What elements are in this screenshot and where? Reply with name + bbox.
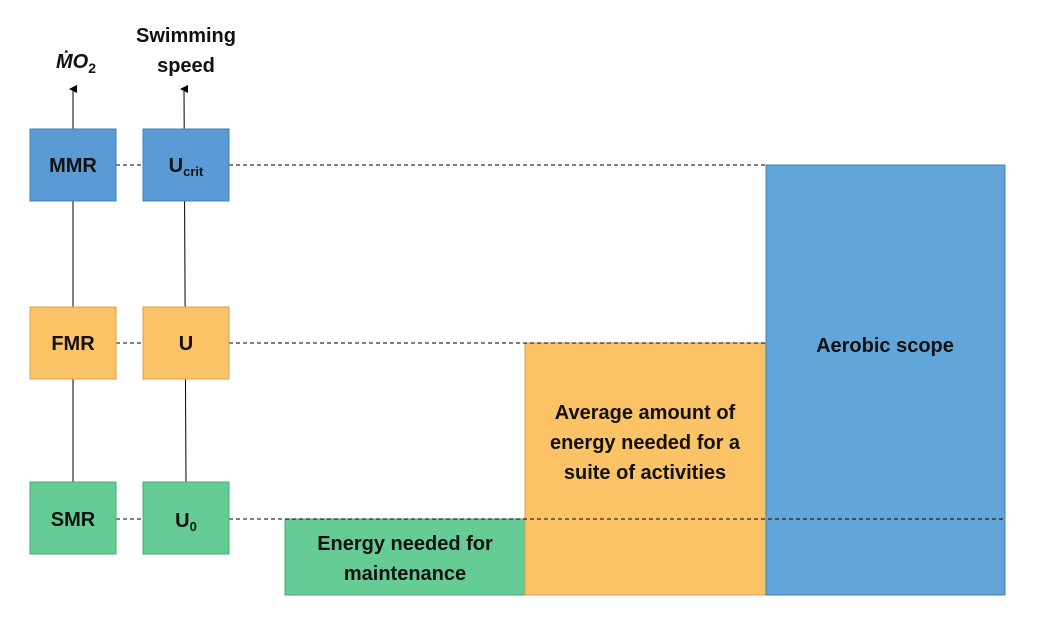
- u0-label-subscript: 0: [190, 519, 197, 534]
- mo2-axis-label-main: ṀO: [56, 50, 89, 73]
- u0-label: U0: [175, 510, 197, 534]
- maintenance-block: [284, 518, 526, 596]
- u0-label-main: U: [175, 510, 189, 532]
- activities-text-line3: suite of activities: [564, 462, 726, 484]
- smr-box: [29, 481, 117, 555]
- smr-label: SMR: [51, 509, 96, 531]
- aerobic-scope-block: [765, 164, 1006, 596]
- aerobic-scope-text: Aerobic scope: [816, 335, 954, 357]
- u-box: [142, 306, 230, 380]
- ucrit-label: Ucrit: [169, 155, 204, 179]
- ucrit-label-subscript: crit: [183, 164, 204, 179]
- mo2-axis-label-subscript: 2: [88, 60, 96, 76]
- ucrit-label-main: U: [169, 155, 183, 177]
- activities-text-line1: Average amount of: [555, 402, 736, 424]
- maintenance-text-line1: Energy needed for: [317, 533, 493, 555]
- fmr-label: FMR: [51, 333, 95, 355]
- fmr-box: [29, 306, 117, 380]
- mmr-box: [29, 128, 117, 202]
- mmr-label: MMR: [49, 155, 97, 177]
- u-label: U: [179, 333, 193, 355]
- speed-axis-label-line2: speed: [157, 55, 215, 77]
- speed-axis-label-line1: Swimming: [136, 25, 236, 47]
- ucrit-box: [142, 128, 230, 202]
- mo2-axis-label: ṀO2: [56, 50, 96, 76]
- u0-box: [142, 481, 230, 555]
- activities-text-line2: energy needed for a: [550, 432, 741, 454]
- maintenance-text-line2: maintenance: [344, 563, 466, 585]
